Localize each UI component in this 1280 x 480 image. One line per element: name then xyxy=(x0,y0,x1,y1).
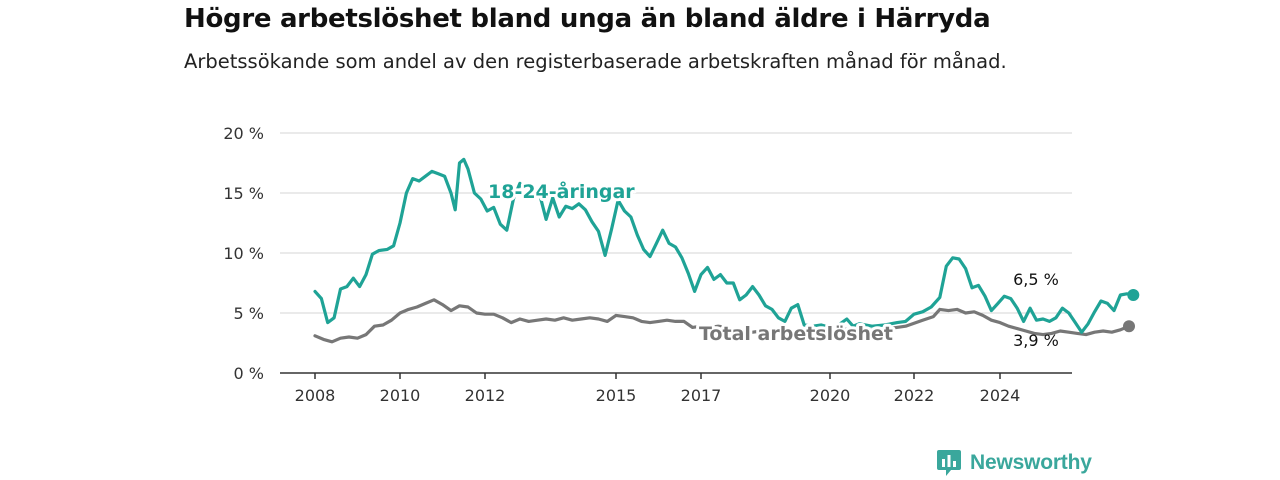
y-tick-label: 10 % xyxy=(223,244,264,263)
x-tick-label: 2015 xyxy=(596,386,637,405)
series-line-total xyxy=(313,298,1131,344)
y-tick-label: 5 % xyxy=(234,304,264,323)
x-tick-label: 2017 xyxy=(681,386,722,405)
y-tick-label: 15 % xyxy=(223,184,264,203)
x-tick-label: 2010 xyxy=(380,386,421,405)
newsworthy-logo-icon xyxy=(937,450,961,476)
end-marker-total xyxy=(1123,320,1135,333)
x-tick-label: 2008 xyxy=(295,386,336,405)
series-label-youth: 18-24-åringar xyxy=(488,179,635,203)
end-marker-youth xyxy=(1127,289,1140,301)
end-value-youth: 6,5 % xyxy=(1013,270,1059,289)
series-label-total: Total arbetslöshet xyxy=(699,323,893,345)
chart-title: Högre arbetslöshet bland unga än bland ä… xyxy=(184,4,991,34)
x-tick-label: 2020 xyxy=(810,386,851,405)
y-tick-label: 20 % xyxy=(223,124,264,143)
x-tick-label: 2022 xyxy=(894,386,935,405)
end-value-total: 3,9 % xyxy=(1013,331,1059,350)
x-tick-label: 2012 xyxy=(465,386,506,405)
y-tick-label: 0 % xyxy=(234,364,264,383)
series-label-youth-halo: 18-24-åringar xyxy=(488,179,635,203)
x-tick-label: 2024 xyxy=(980,386,1021,405)
series-label-total-halo: Total arbetslöshet xyxy=(699,323,893,345)
chart-subtitle: Arbetssökande som andel av den registerb… xyxy=(184,50,1007,73)
brand-logo: Newsworthy xyxy=(936,448,1092,478)
series-line-youth xyxy=(313,157,1135,334)
brand-name: Newsworthy xyxy=(970,451,1092,474)
